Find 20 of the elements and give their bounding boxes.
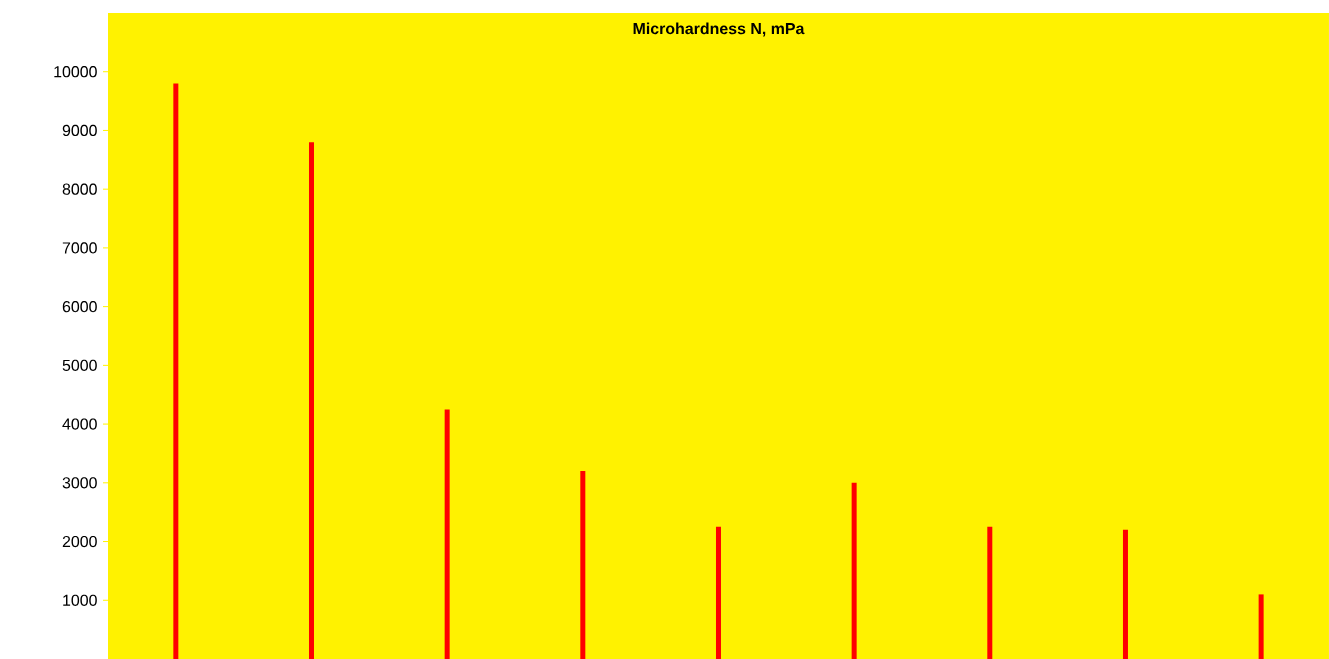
bar bbox=[715, 526, 721, 659]
bar bbox=[308, 142, 314, 659]
y-tick-label: 3000 bbox=[62, 477, 97, 489]
bar bbox=[173, 83, 179, 659]
y-tick-label: 2000 bbox=[62, 535, 97, 548]
y-tick-label: 8000 bbox=[62, 183, 97, 195]
y-tick-label: 4000 bbox=[62, 418, 97, 430]
text: Microhardness N, mPa bbox=[633, 22, 805, 37]
y-tick-label: 1000 bbox=[63, 594, 97, 606]
y-tick-label: 10000 bbox=[54, 66, 97, 78]
bar bbox=[851, 482, 857, 659]
bar bbox=[580, 471, 586, 659]
bar bbox=[987, 526, 993, 659]
bar bbox=[1122, 529, 1128, 659]
y-tick-label: 5000 bbox=[62, 359, 97, 371]
y-tick-label: 9000 bbox=[62, 124, 97, 137]
bar bbox=[444, 409, 450, 659]
y-tick-label: 7000 bbox=[62, 242, 97, 254]
bar bbox=[1258, 594, 1264, 659]
y-tick-label: 6000 bbox=[62, 300, 97, 313]
